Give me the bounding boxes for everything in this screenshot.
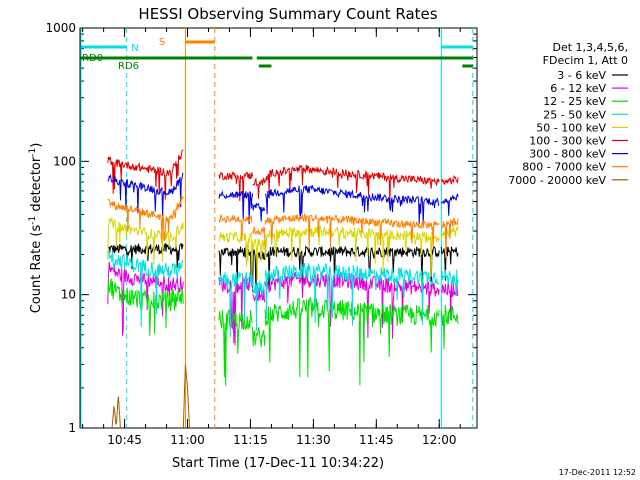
legend-entry-label: 25 - 50 keV	[543, 108, 606, 121]
y-axis-label: Count Rate (s-1 detector-1)	[28, 143, 44, 314]
x-tick-label: 11:15	[233, 433, 268, 447]
legend-entry-label: 7000 - 20000 keV	[508, 174, 606, 187]
x-axis-label: Start Time (17-Dec-11 10:34:22)	[172, 456, 384, 471]
legend-entry-label: 800 - 7000 keV	[522, 161, 606, 174]
series-line-segment	[264, 245, 440, 293]
legend-entry-label: 100 - 300 keV	[529, 135, 606, 148]
series-line-segment	[252, 326, 266, 347]
series-line-segment	[252, 238, 266, 281]
footer-timestamp: 17-Dec-2011 12:52	[559, 468, 636, 477]
series-line-segment	[218, 231, 254, 277]
y-tick-label: 1	[68, 421, 76, 435]
series-line-segment	[440, 193, 459, 216]
legend-entry-label: 6 - 12 keV	[550, 82, 606, 95]
x-tick-label: 11:00	[170, 433, 205, 447]
series-800-7000-kev	[107, 195, 459, 258]
y-tick-label: 1000	[45, 21, 76, 35]
x-tick-label: 12:00	[422, 433, 457, 447]
flag-label-n: N	[131, 43, 138, 54]
series-line-segment	[107, 195, 184, 243]
series-line-segment	[218, 271, 254, 338]
flag-label-rd6: RD6	[118, 61, 139, 72]
series-line-segment	[264, 225, 440, 277]
legend: Det 1,3,4,5,6, FDecim 1, Att 0 3 - 6 keV…	[508, 41, 628, 187]
y-axis-label-main: Count Rate (s	[29, 225, 44, 314]
series-line-segment	[107, 149, 184, 200]
y-axis-label-exponent: -1	[28, 216, 38, 225]
series-line-segment	[264, 262, 440, 326]
series-line-segment	[441, 217, 459, 258]
series-300-800-kev	[107, 172, 459, 226]
series-line-segment	[107, 217, 184, 266]
series-line-segment	[182, 364, 191, 429]
series-line-segment	[252, 287, 266, 303]
series-line-segment	[107, 172, 184, 217]
series-line-segment	[107, 248, 184, 328]
series-line-segment	[252, 202, 266, 222]
x-tick-label: 11:45	[359, 433, 394, 447]
series-line-segment	[218, 190, 254, 225]
series-line-segment	[252, 177, 266, 199]
flags-layer: N S RD0 RD6	[80, 37, 473, 72]
legend-entry-label: 3 - 6 keV	[557, 69, 606, 82]
series-100-300-kev	[107, 149, 459, 205]
y-tick-label: 10	[61, 288, 76, 302]
series-line-segment	[107, 242, 184, 270]
series-line-segment	[440, 246, 459, 281]
x-tick-label: 10:45	[107, 433, 142, 447]
series-line-segment	[440, 269, 459, 297]
series-line-segment	[252, 225, 266, 249]
y-axis-label-middle: detector	[29, 156, 44, 216]
flag-label-s: S	[159, 37, 165, 48]
series-line-segment	[440, 305, 459, 350]
y-axis-label-end: )	[29, 143, 44, 148]
legend-entry-label: 300 - 800 keV	[529, 148, 606, 161]
series-line-segment	[440, 281, 459, 321]
series-line-segment	[107, 278, 184, 336]
y-axis-label-exponent-2: -1	[28, 148, 38, 157]
series-layer	[107, 149, 459, 429]
series-7000-20000-kev	[111, 364, 191, 429]
series-line-segment	[218, 171, 254, 202]
y-minor-ticks	[80, 33, 477, 389]
series-line-segment	[107, 261, 184, 336]
series-25-50-kev	[107, 248, 459, 338]
series-line-segment	[264, 164, 440, 205]
chart-title: HESSI Observing Summary Count Rates	[138, 5, 437, 23]
vertical-markers	[80, 28, 474, 428]
series-line-segment	[218, 213, 253, 242]
legend-header-line-2: FDecim 1, Att 0	[543, 54, 628, 67]
flag-label-rd0: RD0	[82, 53, 103, 64]
x-tick-label: 11:30	[296, 433, 331, 447]
series-line-segment	[252, 249, 266, 294]
legend-header-line-1: Det 1,3,4,5,6,	[552, 41, 628, 54]
plot-area: 1 10 100 1000 10:45 11:00 11:15 11:30 11:45 12:0…	[45, 21, 478, 447]
legend-entry-label: 12 - 25 keV	[543, 95, 606, 108]
plot-frame	[79, 27, 478, 429]
legend-entry-label: 50 - 100 keV	[536, 121, 606, 134]
series-line-segment	[218, 308, 253, 386]
x-ticks: 10:45 11:00 11:15 11:30 11:45 12:00	[82, 28, 461, 447]
y-major-ticks: 1 10 100 1000	[45, 21, 477, 435]
series-line-segment	[252, 280, 266, 331]
series-line-segment	[264, 184, 440, 226]
series-line-segment	[440, 174, 459, 185]
y-tick-label: 100	[53, 154, 76, 168]
series-line-segment	[264, 213, 440, 250]
series-line-segment	[111, 396, 121, 429]
